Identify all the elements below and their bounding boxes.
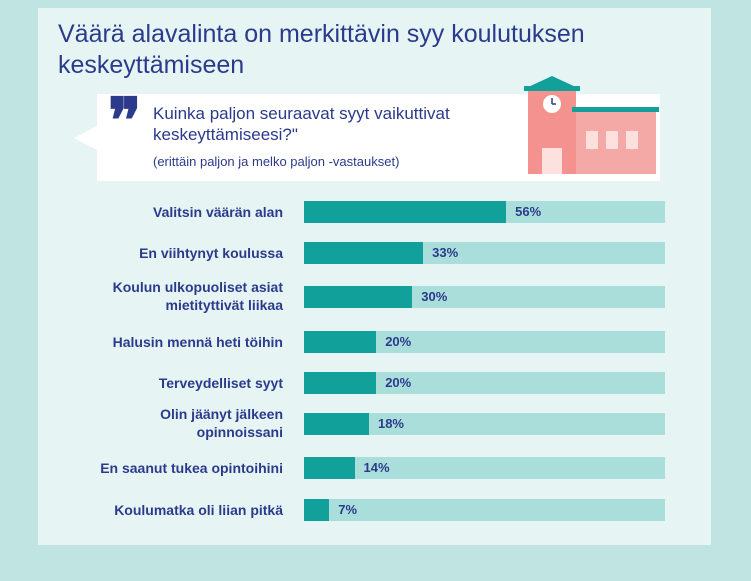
bar-label: Terveydelliset syyt [158,375,283,391]
bar-track: 33% [304,242,665,264]
bar [304,331,377,353]
bar-value-label: 7% [338,502,358,517]
bar-track: 56% [304,201,665,223]
bar-track: 18% [304,413,665,435]
bar-value-label: 33% [432,245,459,260]
bar [304,201,507,223]
bar-value-label: 30% [421,289,448,304]
bar-track: 30% [304,286,665,308]
bar-value-label: 56% [515,204,542,219]
bar-value-label: 18% [377,416,404,431]
bar-value-label: 20% [385,334,412,349]
bar-label: Koulun ulkopuoliset asiat mietityttivät … [112,279,283,313]
bar-track: 20% [304,331,665,353]
school-building-icon [524,76,659,174]
quote-mark-icon: ❞ [108,84,142,157]
bar [304,286,413,308]
bar-value-label: 20% [385,375,412,390]
bar [304,413,369,435]
survey-question: Kuinka paljon seuraavat syyt vaikuttivat… [153,104,450,144]
bar-label: Koulumatka oli liian pitkä [114,502,283,518]
bar-track: 20% [304,372,665,394]
bar-label: Olin jäänyt jälkeen opinnoissani [160,406,283,440]
bar-label: En viihtynyt koulussa [139,245,283,261]
bar [304,499,330,521]
bar-track: 14% [304,457,665,479]
bar-track: 7% [304,499,665,521]
bar [304,242,424,264]
speech-bubble-tail [74,126,97,150]
bar-value-label: 14% [363,460,390,475]
page-title: Väärä alavalinta on merkittävin syy koul… [58,20,585,79]
survey-note: (erittäin paljon ja melko paljon -vastau… [153,154,400,169]
bar [304,372,377,394]
bar [304,457,355,479]
bar-label: Valitsin väärän alan [153,204,283,220]
bar-label: En saanut tukea opintoihini [100,460,283,476]
bar-label: Halusin mennä heti töihin [112,334,283,350]
